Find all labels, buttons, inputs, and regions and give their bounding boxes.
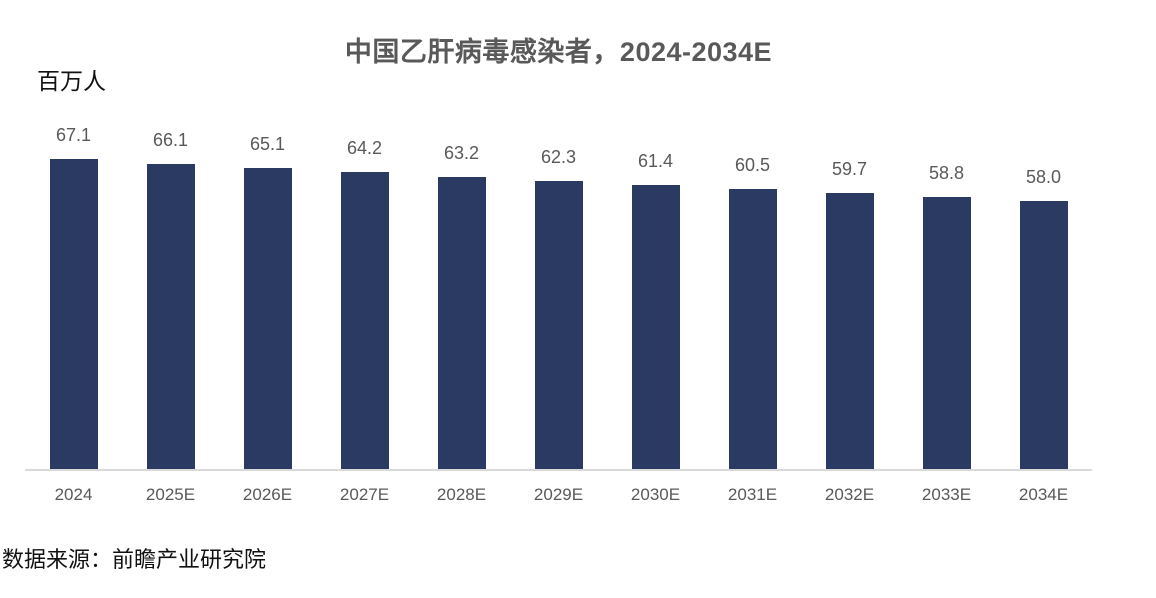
bar-chart: 67.1 66.1 65.1 64.2 63.2 62.3 61.4 60.5 59.7 58.8… [25,125,1092,505]
bar-group: 61.4 [607,151,704,469]
bar-value-label: 59.7 [831,159,868,179]
bar-group: 58.8 [898,163,995,469]
x-axis-tick-label: 2033E [921,485,972,504]
bar-value-label: 65.1 [249,134,286,154]
bar-group: 62.3 [510,147,607,469]
bar [922,197,971,469]
bar-group: 59.7 [801,159,898,469]
bar [825,193,874,469]
bar-group: 58.0 [995,167,1092,469]
bar-value-label: 62.3 [540,147,577,167]
x-axis-tick-label: 2027E [339,485,390,504]
x-axis-tick-label: 2031E [727,485,778,504]
bar-value-label: 64.2 [346,138,383,158]
x-axis-tick-label: 2034E [1018,485,1069,504]
bar [728,189,777,469]
bar-group: 67.1 [25,125,122,469]
bar-value-label: 66.1 [152,130,189,150]
bar [437,177,486,469]
x-axis-tick-label: 2025E [145,485,196,504]
bar-group: 66.1 [122,130,219,469]
bar-value-label: 60.5 [734,155,771,175]
bar-group: 65.1 [219,134,316,469]
bar-value-label: 67.1 [55,125,92,145]
x-axis-tick-label: 2029E [533,485,584,504]
bar [146,164,195,469]
bar-value-label: 58.8 [928,163,965,183]
bar [243,168,292,469]
x-axis-tick-label: 2026E [242,485,293,504]
bar [340,172,389,469]
x-axis-tick-label: 2024 [54,485,93,504]
bar-value-label: 63.2 [443,143,480,163]
bar-group: 64.2 [316,138,413,469]
x-axis-labels: 2024 2025E 2026E 2027E 2028E 2029E 2030E 2031E 2… [25,485,1092,505]
bar [631,185,680,469]
x-axis-tick-label: 2032E [824,485,875,504]
bar-value-label: 58.0 [1025,167,1062,187]
data-source-label: 数据来源：前瞻产业研究院 [2,547,267,572]
bar [534,181,583,469]
bar [1019,201,1068,469]
x-axis-tick-label: 2030E [630,485,681,504]
y-axis-unit-label: 百万人 [37,69,106,94]
bar-group: 63.2 [413,143,510,469]
plot-area: 67.1 66.1 65.1 64.2 63.2 62.3 61.4 60.5 59.7 58.8… [25,125,1092,471]
chart-title: 中国乙肝病毒感染者，2024-2034E [344,37,773,67]
x-axis-tick-label: 2028E [436,485,487,504]
bar-group: 60.5 [704,155,801,469]
bar-value-label: 61.4 [637,151,674,171]
bar [49,159,98,469]
